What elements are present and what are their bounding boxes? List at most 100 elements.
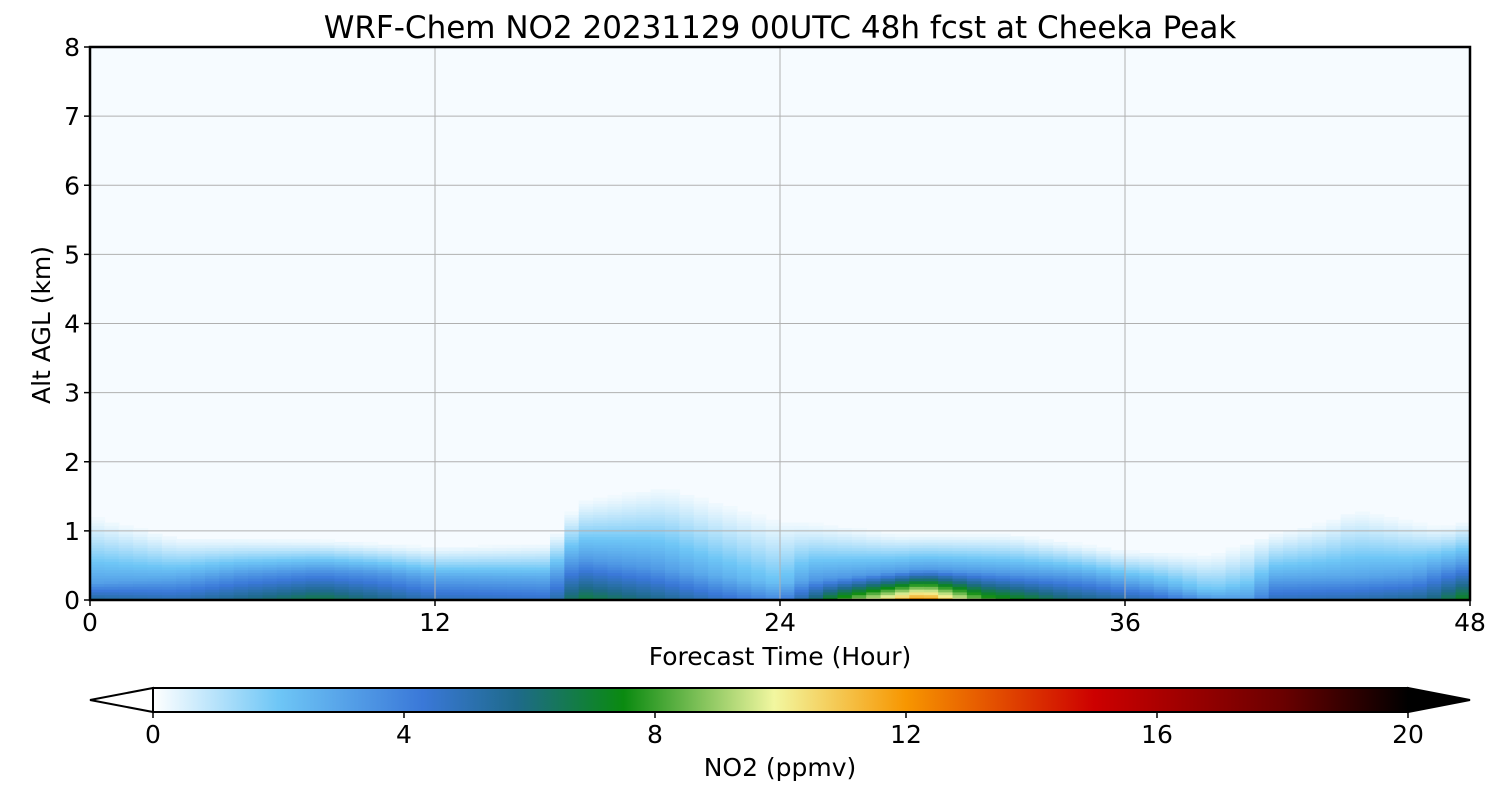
field-cell (1110, 597, 1126, 600)
field-cell (665, 530, 681, 535)
field-cell (1283, 558, 1299, 562)
field-cell (176, 586, 192, 590)
field-cell (880, 580, 896, 585)
field-cell (521, 564, 537, 568)
field-cell (621, 588, 637, 593)
field-cell (1412, 539, 1428, 543)
field-cell (823, 572, 839, 576)
field-cell (1326, 569, 1342, 574)
field-cell (190, 558, 206, 562)
field-cell (607, 503, 623, 507)
field-cell (679, 517, 695, 521)
field-cell (90, 541, 106, 546)
field-cell (377, 572, 393, 576)
field-cell (90, 583, 106, 587)
field-cell (104, 566, 120, 571)
field-cell (780, 572, 796, 576)
field-cell (650, 494, 666, 499)
field-cell (966, 583, 982, 587)
field-cell (1441, 541, 1457, 546)
field-cell (1038, 594, 1054, 598)
field-cell (837, 564, 853, 568)
field-cell (176, 580, 192, 585)
field-cell (133, 530, 149, 535)
field-cell (334, 583, 350, 587)
field-cell (435, 569, 451, 574)
field-cell (233, 594, 249, 598)
field-cell (463, 569, 479, 574)
field-cell (780, 566, 796, 571)
field-cell (621, 577, 637, 582)
field-cell (276, 583, 292, 587)
field-cell (1412, 530, 1428, 535)
field-cell (305, 583, 321, 587)
field-cell (780, 547, 796, 551)
field-cell (1053, 566, 1069, 571)
field-cell (1283, 536, 1299, 540)
field-cell (708, 505, 724, 510)
field-cell (895, 561, 911, 565)
field-cell (938, 575, 954, 579)
field-cell (1153, 564, 1169, 568)
field-cell (535, 575, 551, 579)
field-cell (305, 564, 321, 568)
field-cell (708, 547, 724, 551)
field-cell (1125, 555, 1141, 560)
field-cell (535, 583, 551, 587)
field-cell (147, 544, 163, 549)
field-cell (391, 583, 407, 587)
field-cell (851, 553, 867, 557)
field-cell (593, 500, 609, 504)
field-cell (90, 539, 106, 543)
field-cell (1240, 572, 1256, 576)
field-cell (104, 522, 120, 527)
field-cell (535, 564, 551, 568)
field-cell (708, 541, 724, 546)
field-cell (1455, 586, 1470, 590)
field-cell (751, 586, 767, 590)
field-cell (765, 533, 781, 538)
field-cell (1024, 544, 1040, 549)
field-cell (593, 586, 609, 590)
field-cell (391, 569, 407, 574)
field-cell (406, 577, 422, 582)
field-cell (1168, 558, 1184, 562)
field-cell (708, 580, 724, 585)
field-cell (578, 586, 594, 590)
field-cell (693, 497, 709, 502)
field-cell (1024, 583, 1040, 587)
field-cell (751, 566, 767, 571)
field-cell (923, 583, 939, 587)
field-cell (262, 586, 278, 590)
field-cell (794, 539, 810, 543)
field-cell (248, 580, 264, 585)
field-cell (104, 547, 120, 551)
field-cell (1311, 594, 1327, 598)
field-cell (1067, 550, 1083, 554)
field-cell (636, 505, 652, 510)
field-cell (1153, 566, 1169, 571)
field-cell (909, 550, 925, 554)
field-cell (1455, 572, 1470, 576)
field-cell (765, 580, 781, 585)
field-cell (1326, 533, 1342, 538)
field-cell (334, 575, 350, 579)
field-cell (1297, 544, 1313, 549)
field-cell (147, 586, 163, 590)
colorbar-label: NO2 (ppmv) (704, 753, 857, 782)
y-tick-label: 0 (64, 586, 80, 615)
y-tick-label: 3 (64, 379, 80, 408)
field-cell (190, 564, 206, 568)
field-cell (650, 550, 666, 554)
field-cell (377, 588, 393, 593)
field-cell (161, 536, 177, 540)
field-cell (550, 555, 566, 560)
field-cell (435, 577, 451, 582)
field-cell (1153, 558, 1169, 562)
field-cell (650, 536, 666, 540)
field-cell (1398, 544, 1414, 549)
field-cell (1024, 591, 1040, 596)
field-cell (808, 586, 824, 590)
field-cell (1254, 575, 1270, 579)
field-cell (564, 558, 580, 562)
